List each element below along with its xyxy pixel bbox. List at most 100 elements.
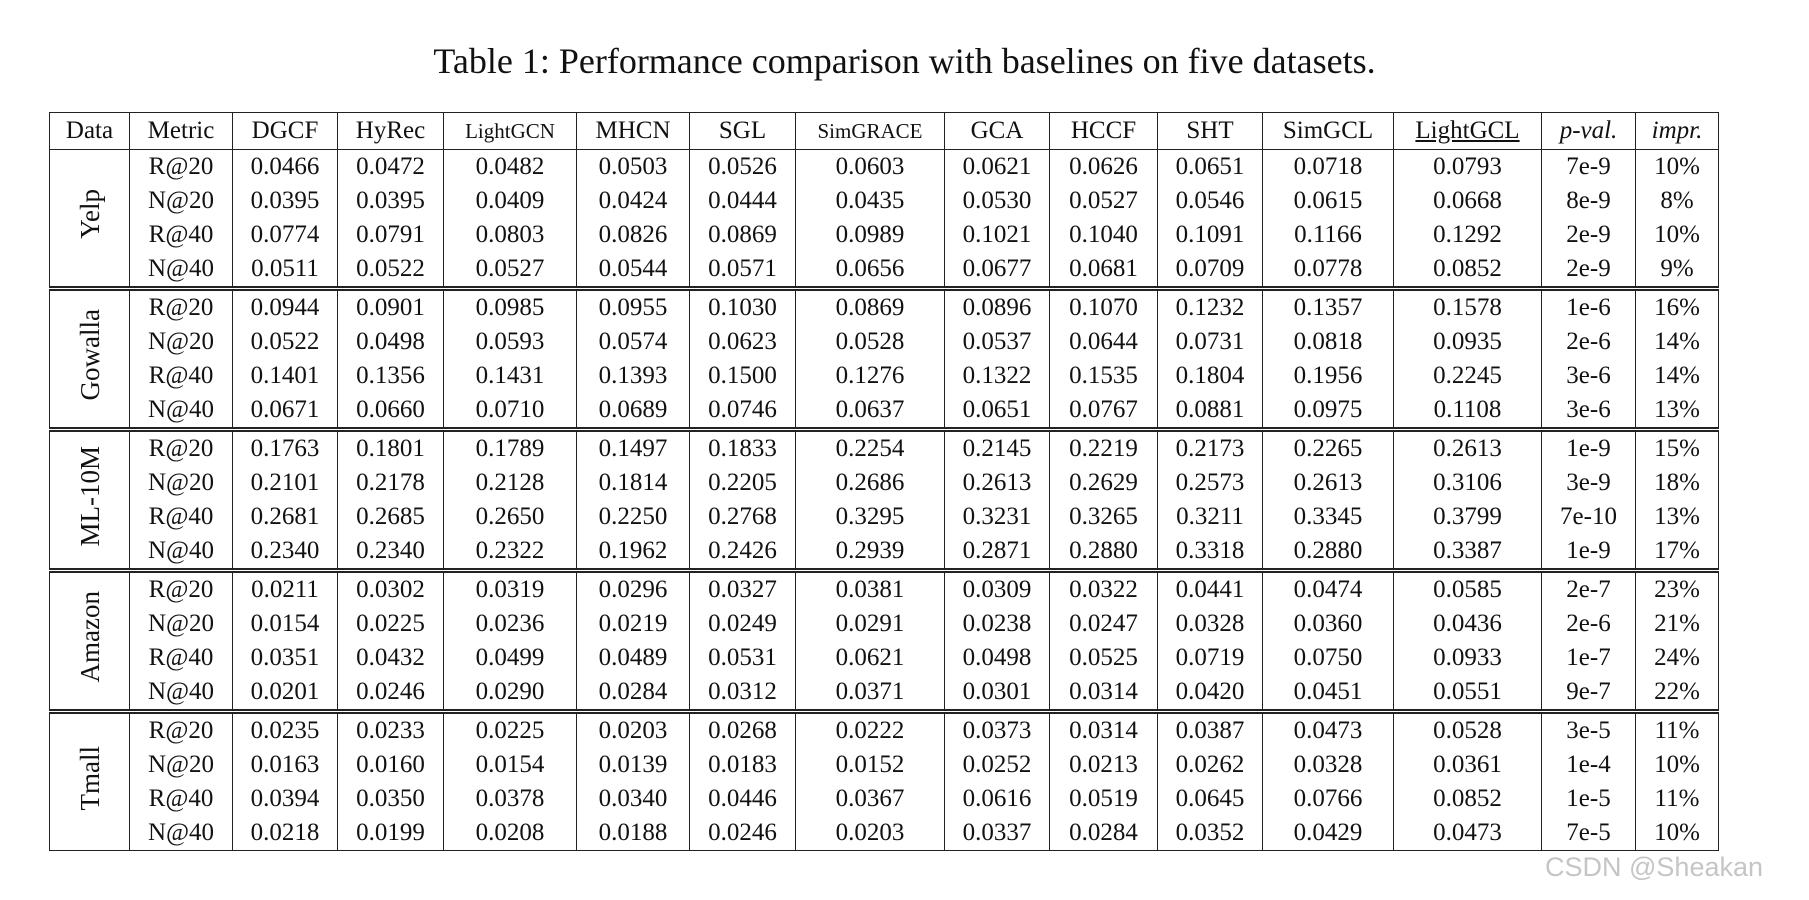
value-cell: 0.0750 <box>1262 641 1394 675</box>
value-cell: 0.2173 <box>1157 427 1263 466</box>
data-row: N@40 0.0511 0.0522 0.0527 0.0544 0.0571 0.0656… <box>50 252 1719 289</box>
data-row: Amazon R@20 0.0211 0.0302 0.0319 0.0296 0.0327… <box>49 568 1719 712</box>
value-cell: 0.0322 <box>1049 568 1158 607</box>
value-cell: 0.1431 <box>443 359 577 393</box>
value-cell: 0.2685 <box>337 500 444 534</box>
value-cell: 9% <box>1635 252 1719 289</box>
value-cell: 0.0296 <box>576 568 690 607</box>
value-cell: 0.1393 <box>576 359 690 393</box>
value-cell: 7e-10 <box>1541 500 1636 534</box>
value-cell: 0.0252 <box>944 748 1050 782</box>
value-cell: 0.1357 <box>1262 286 1394 325</box>
value-cell: 23% <box>1635 568 1719 607</box>
value-cell: 0.0525 <box>1049 641 1158 675</box>
column-header: Data <box>49 112 130 150</box>
value-cell: 0.0489 <box>576 641 690 675</box>
value-cell: 0.0526 <box>689 149 796 184</box>
column-header-text: p-val. <box>1559 117 1618 144</box>
value-cell: 0.0291 <box>795 607 945 641</box>
metric-cell: N@20 <box>129 466 233 500</box>
data-row: R@40 0.0351 0.0432 0.0499 0.0489 0.0531 0.0621… <box>50 641 1719 675</box>
value-cell: 0.0677 <box>944 252 1050 289</box>
metric-cell: N@20 <box>129 607 233 641</box>
value-cell: 0.0350 <box>337 782 444 816</box>
value-cell: 0.0211 <box>232 568 338 607</box>
column-header: LightGCN <box>443 112 577 150</box>
value-cell: 13% <box>1635 393 1719 430</box>
value-cell: 14% <box>1635 359 1719 393</box>
watermark: CSDN @Sheakan <box>1545 852 1764 882</box>
value-cell: 7e-5 <box>1541 816 1636 851</box>
value-cell: 0.0154 <box>443 748 577 782</box>
value-cell: 0.0689 <box>576 393 690 430</box>
value-cell: 0.0160 <box>337 748 444 782</box>
value-cell: 0.2340 <box>337 534 444 571</box>
column-header-text: LightGCN <box>465 119 555 143</box>
value-cell: 2e-9 <box>1541 252 1636 289</box>
column-header-text: SGL <box>718 117 767 144</box>
value-cell: 3e-5 <box>1541 709 1636 748</box>
value-cell: 0.0989 <box>795 218 945 252</box>
value-cell: 0.0373 <box>944 709 1050 748</box>
value-cell: 7e-9 <box>1541 149 1636 184</box>
value-cell: 8e-9 <box>1541 184 1636 218</box>
value-cell: 0.0444 <box>689 184 796 218</box>
value-cell: 0.1040 <box>1049 218 1158 252</box>
value-cell: 0.0718 <box>1262 149 1394 184</box>
value-cell: 0.0301 <box>944 675 1050 712</box>
value-cell: 0.0574 <box>576 325 690 359</box>
value-cell: 16% <box>1635 286 1719 325</box>
column-header-text: DGCF <box>251 117 319 144</box>
value-cell: 0.0352 <box>1157 816 1263 851</box>
value-cell: 0.0246 <box>689 816 796 851</box>
value-cell: 0.0660 <box>337 393 444 430</box>
value-cell: 0.0615 <box>1262 184 1394 218</box>
value-cell: 1e-7 <box>1541 641 1636 675</box>
results-table: Data Metric DGCF HyRec LightGCN MHCN SGL SimGRA… <box>49 112 1719 851</box>
value-cell: 0.0139 <box>576 748 690 782</box>
data-row: N@20 0.2101 0.2178 0.2128 0.1814 0.2205 0.2686… <box>50 466 1719 500</box>
value-cell: 0.0731 <box>1157 325 1263 359</box>
data-row: ML-10M R@20 0.1763 0.1801 0.1789 0.1497 0.1833… <box>49 427 1719 571</box>
value-cell: 0.0621 <box>795 641 945 675</box>
metric-cell: R@40 <box>129 782 233 816</box>
data-row: N@40 0.2340 0.2340 0.2322 0.1962 0.2426 0.2939… <box>50 534 1719 571</box>
value-cell: 0.1070 <box>1049 286 1158 325</box>
value-cell: 0.0626 <box>1049 149 1158 184</box>
value-cell: 0.0361 <box>1393 748 1542 782</box>
value-cell: 0.0498 <box>337 325 444 359</box>
value-cell: 0.0793 <box>1393 149 1542 184</box>
value-cell: 0.0327 <box>689 568 796 607</box>
value-cell: 0.0671 <box>232 393 338 430</box>
value-cell: 0.0394 <box>232 782 338 816</box>
value-cell: 0.0378 <box>443 782 577 816</box>
column-header-text: GCA <box>970 117 1024 144</box>
value-cell: 0.0955 <box>576 286 690 325</box>
value-cell: 0.1500 <box>689 359 796 393</box>
value-cell: 0.0531 <box>689 641 796 675</box>
value-cell: 0.0387 <box>1157 709 1263 748</box>
value-cell: 0.0395 <box>337 184 444 218</box>
value-cell: 0.0432 <box>337 641 444 675</box>
value-cell: 0.0225 <box>443 709 577 748</box>
value-cell: 0.1804 <box>1157 359 1263 393</box>
dataset-name: Yelp <box>74 189 105 239</box>
dataset-cell: Amazon <box>49 568 130 712</box>
metric-cell: N@20 <box>129 184 233 218</box>
value-cell: 0.0935 <box>1393 325 1542 359</box>
value-cell: 0.2880 <box>1049 534 1158 571</box>
data-row: N@40 0.0671 0.0660 0.0710 0.0689 0.0746 0.0637… <box>50 393 1719 430</box>
value-cell: 1e-9 <box>1541 534 1636 571</box>
value-cell: 2e-6 <box>1541 325 1636 359</box>
value-cell: 0.0869 <box>795 286 945 325</box>
value-cell: 14% <box>1635 325 1719 359</box>
value-cell: 0.1356 <box>337 359 444 393</box>
value-cell: 0.0746 <box>689 393 796 430</box>
value-cell: 0.0446 <box>689 782 796 816</box>
value-cell: 0.2340 <box>232 534 338 571</box>
value-cell: 0.0852 <box>1393 252 1542 289</box>
column-header: impr. <box>1635 112 1719 150</box>
column-header: HCCF <box>1049 112 1158 150</box>
column-header: HyRec <box>337 112 444 150</box>
value-cell: 0.0482 <box>443 149 577 184</box>
